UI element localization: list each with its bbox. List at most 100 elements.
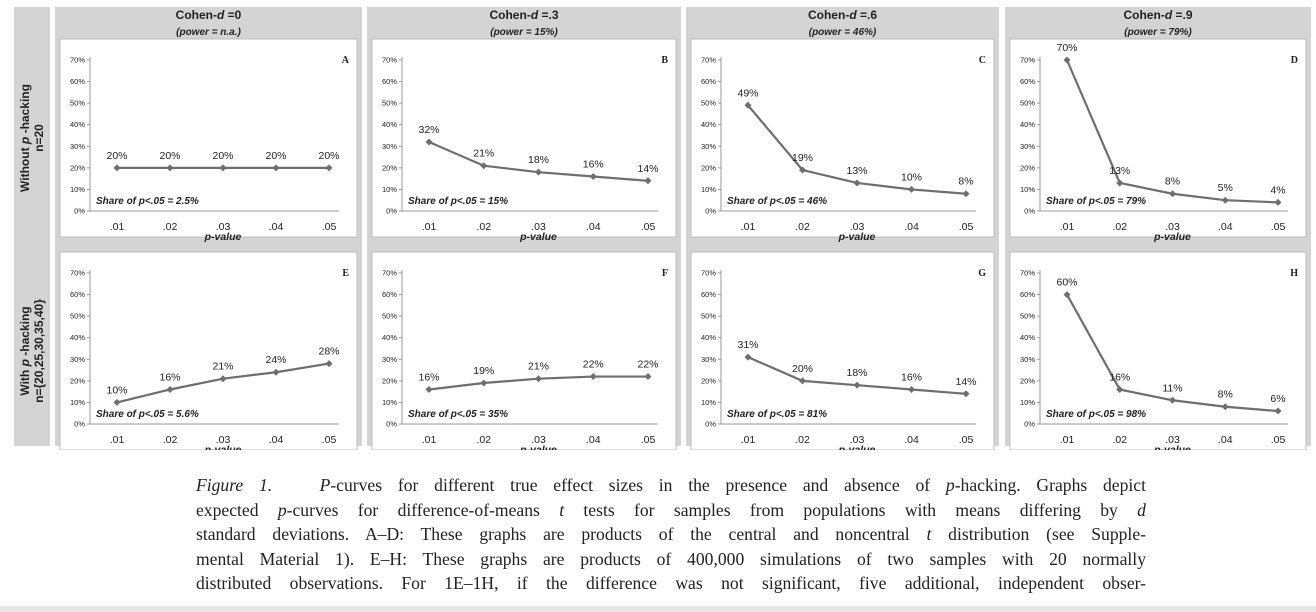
row-title-text: With — [18, 366, 32, 395]
caption-italic-run: t — [559, 499, 565, 520]
row-title-text: -hacking — [18, 306, 32, 359]
x-axis-title: p-value — [204, 231, 242, 243]
x-tick-label: .05 — [641, 434, 656, 446]
caption-run — [272, 475, 319, 495]
data-point-marker — [1063, 56, 1071, 64]
panel-letter: D — [1291, 55, 1298, 66]
figure-caption: Figure 1. P-curves for different true ef… — [196, 473, 1146, 596]
y-tick-label: 20% — [70, 163, 85, 172]
data-label: 11% — [1162, 382, 1182, 394]
row-title: With p -hacking n={20,25,30,35,40} — [18, 299, 46, 403]
y-tick-label: 10% — [701, 398, 716, 407]
caption-italic-run: d — [1137, 499, 1146, 520]
data-label: 16% — [583, 158, 604, 170]
panel-c: 0% 10% 20% 30% 40% 50% 60% 70% .01 .02 .03 .04 .05 p-… — [690, 38, 995, 243]
y-tick-label: 30% — [1020, 355, 1035, 364]
data-point-marker — [113, 164, 121, 172]
x-tick-label: .03 — [1165, 434, 1180, 446]
panel-letter: G — [978, 268, 986, 279]
page-bottom-edge — [0, 606, 1316, 612]
caption-italic-run: t — [926, 524, 932, 545]
y-tick-label: 20% — [1020, 163, 1035, 172]
data-point-marker — [272, 164, 280, 172]
data-point-marker — [962, 390, 970, 398]
data-label: 20% — [106, 150, 127, 162]
data-point-marker — [644, 373, 652, 381]
data-label: 10% — [106, 384, 127, 396]
data-point-marker — [799, 377, 806, 385]
caption-run: expected — [196, 499, 278, 520]
data-point-marker — [853, 381, 861, 389]
data-point-marker — [425, 385, 433, 393]
x-tick-label: .03 — [850, 434, 865, 446]
column-title: Cohen-d =.6 — [808, 8, 877, 22]
x-tick-label: .04 — [586, 434, 601, 446]
data-label: 22% — [637, 359, 658, 371]
y-tick-label: 20% — [701, 163, 716, 172]
x-tick-label: .04 — [269, 221, 284, 233]
data-label: 13% — [846, 165, 867, 177]
column-title: Cohen-d =.3 — [489, 8, 558, 22]
y-tick-label: 50% — [70, 99, 85, 108]
x-axis-title: p-value — [838, 444, 876, 450]
y-tick-label: 0% — [386, 207, 397, 216]
data-label: 21% — [473, 148, 494, 160]
column-title-prefix: Cohen- — [1123, 8, 1164, 22]
data-label: 16% — [159, 371, 180, 383]
share-annotation: Share of p<.05 = 35% — [408, 409, 508, 420]
data-point-marker — [535, 168, 542, 176]
y-tick-label: 60% — [70, 290, 85, 299]
x-tick-label: .02 — [1112, 221, 1127, 233]
data-point-marker — [166, 385, 174, 393]
caption-italic-run: p — [945, 475, 955, 495]
y-tick-label: 70% — [1020, 56, 1035, 65]
y-tick-label: 40% — [701, 120, 716, 129]
y-tick-label: 70% — [701, 56, 716, 65]
x-tick-label: .05 — [959, 434, 974, 446]
data-label: 19% — [473, 365, 494, 377]
data-point-marker — [1169, 190, 1176, 198]
y-tick-label: 40% — [382, 333, 397, 342]
x-tick-label: .01 — [422, 434, 437, 446]
row-title-line2: n={20,25,30,35,40} — [32, 299, 46, 403]
data-label: 16% — [1109, 371, 1130, 383]
panel-letter: B — [661, 55, 668, 66]
column-title-d: d — [531, 8, 539, 22]
y-tick-label: 40% — [70, 120, 85, 129]
data-label: 18% — [528, 154, 549, 166]
share-annotation: Share of p<.05 = 81% — [727, 409, 827, 420]
y-tick-label: 70% — [382, 56, 397, 65]
panel-d: 0% 10% 20% 30% 40% 50% 60% 70% .01 .02 .03 .04 .05 p-… — [1009, 38, 1307, 243]
data-point-marker — [1274, 198, 1282, 206]
data-point-marker — [853, 179, 861, 187]
data-label: 32% — [418, 124, 439, 136]
x-tick-label: .01 — [741, 434, 756, 446]
y-tick-label: 0% — [1024, 207, 1035, 216]
data-label: 13% — [1109, 165, 1130, 177]
data-label: 8% — [1165, 176, 1180, 188]
panel-letter: F — [662, 268, 668, 279]
y-tick-label: 40% — [1020, 120, 1035, 129]
share-annotation: Share of p<.05 = 2.5% — [96, 196, 199, 207]
data-label: 22% — [583, 359, 604, 371]
x-tick-label: .03 — [216, 434, 231, 446]
column-title-suffix: =.9 — [1172, 8, 1193, 22]
x-axis-title: p-value — [204, 444, 242, 450]
y-tick-label: 30% — [382, 142, 397, 151]
y-tick-label: 50% — [1020, 312, 1035, 321]
data-label: 20% — [159, 150, 180, 162]
data-point-marker — [480, 379, 488, 387]
x-tick-label: .05 — [1271, 221, 1286, 233]
x-tick-label: .01 — [422, 221, 437, 233]
row-title-text: Without — [18, 144, 32, 192]
y-tick-label: 30% — [382, 355, 397, 364]
data-point-marker — [219, 375, 227, 383]
y-tick-label: 30% — [701, 355, 716, 364]
data-point-marker — [425, 138, 433, 146]
caption-run: -curves for difference-of-means — [286, 499, 560, 520]
data-label: 18% — [846, 367, 867, 379]
data-label: 19% — [792, 152, 813, 164]
y-tick-label: 0% — [705, 207, 716, 216]
y-tick-label: 30% — [70, 142, 85, 151]
y-tick-label: 50% — [382, 312, 397, 321]
